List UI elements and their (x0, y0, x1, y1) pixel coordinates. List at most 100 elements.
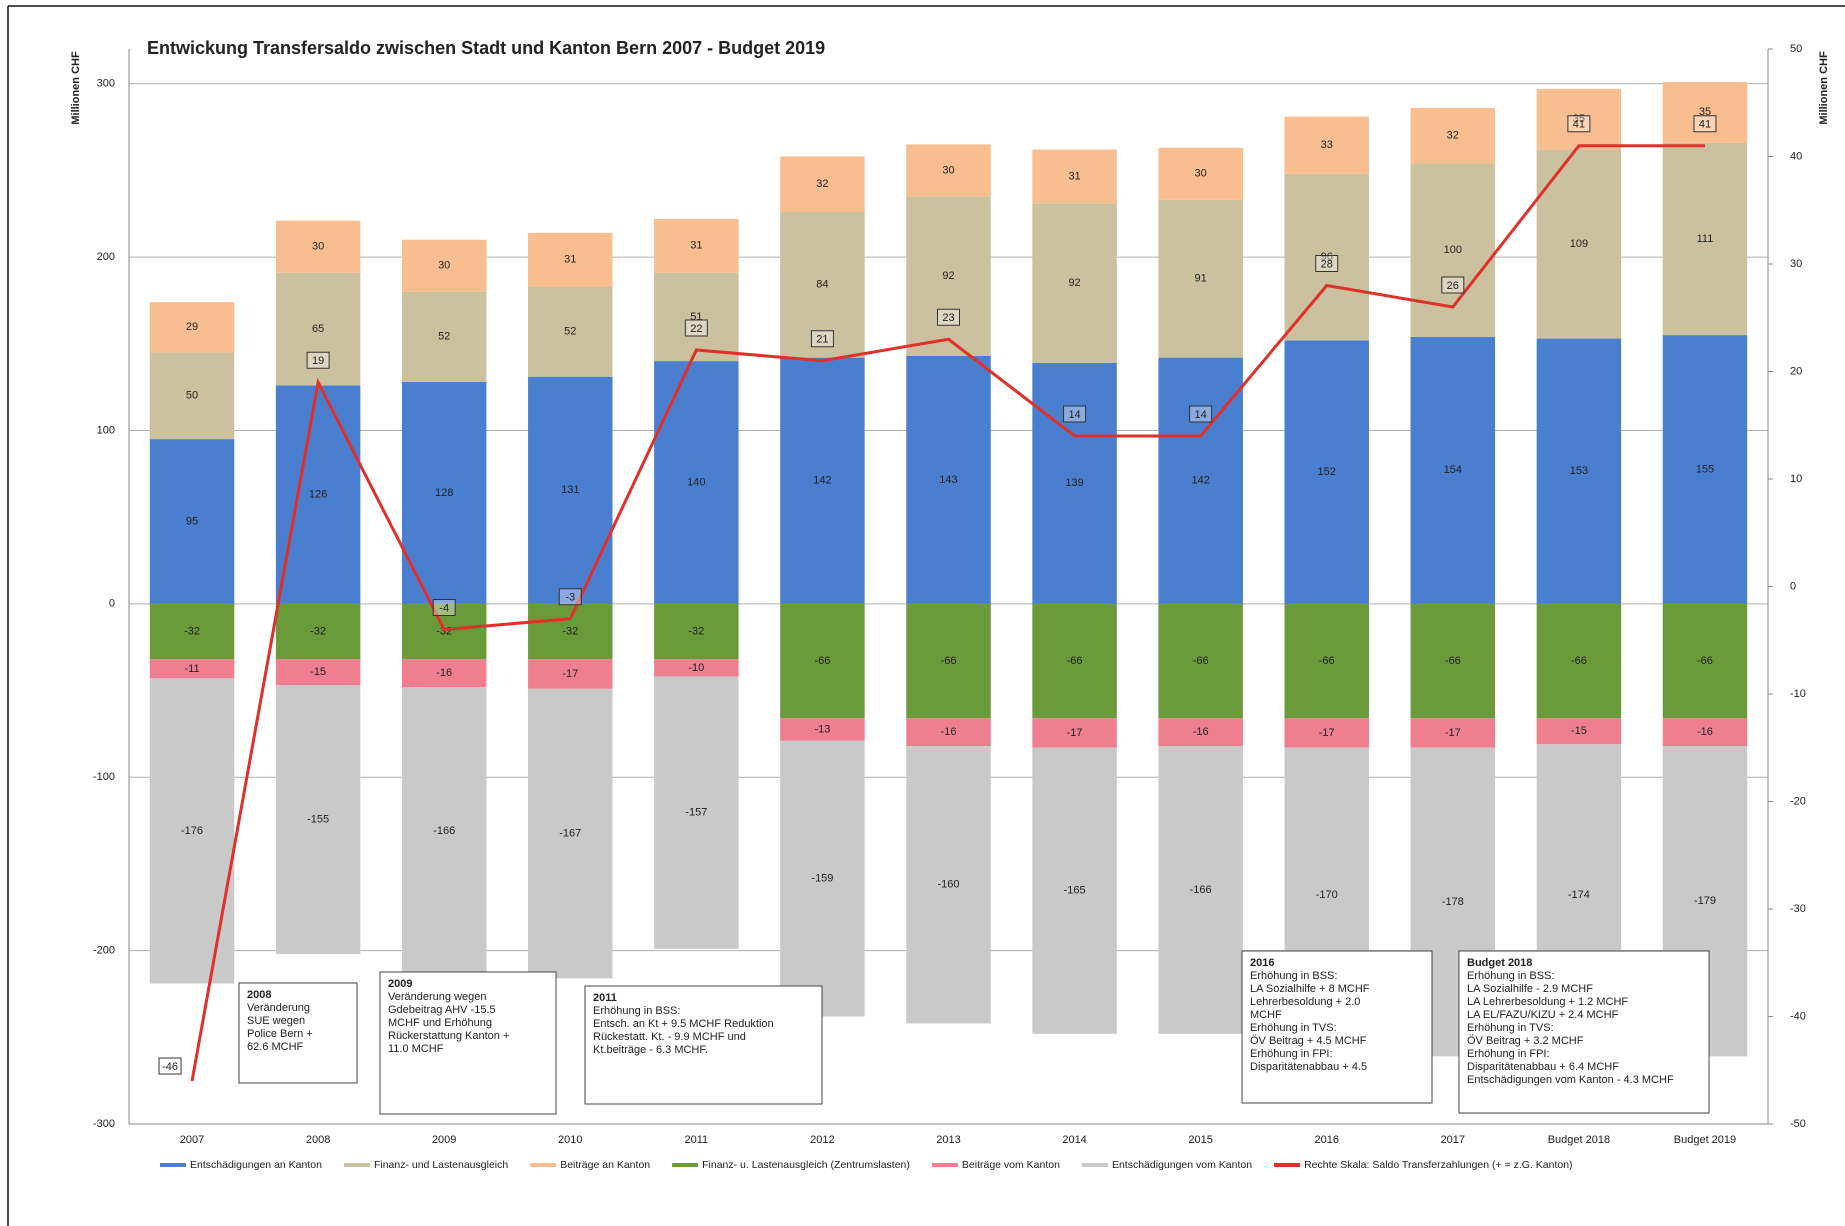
value-label: 131 (561, 484, 579, 496)
annotation-box (379, 971, 557, 1115)
bar-segment (401, 291, 487, 382)
line-label-box (1441, 276, 1465, 294)
line-label: 19 (306, 351, 330, 369)
bar-segment (1032, 747, 1117, 1034)
bar-segment (528, 688, 613, 979)
value-label: 92 (942, 270, 954, 282)
line-label: 41 (1567, 115, 1591, 133)
y2-tick-label: 50 (1790, 43, 1802, 55)
value-label: -159 (811, 873, 833, 885)
value-label: -66 (941, 655, 957, 667)
line-label: 14 (1189, 405, 1213, 423)
value-label: -66 (814, 655, 830, 667)
value-label: 91 (1195, 273, 1207, 285)
bar-segment (275, 272, 361, 386)
value-label: 29 (186, 321, 198, 333)
y2-tick-label: 30 (1790, 258, 1802, 270)
bar-segment (1662, 142, 1748, 336)
value-label: 30 (1195, 168, 1207, 180)
value-label: 50 (186, 390, 198, 402)
bar-segment (654, 218, 739, 273)
bar-segment (275, 659, 361, 686)
bar-segment (1662, 335, 1748, 604)
bar-segment (1032, 149, 1117, 204)
value-label: -66 (1445, 655, 1461, 667)
saldo-line (190, 144, 1705, 1082)
bar-segment (906, 746, 991, 1024)
annotation-line: MCHF (1250, 1009, 1282, 1021)
value-label: 32 (1447, 130, 1459, 142)
x-tick-label: 2012 (810, 1134, 834, 1146)
bar-segment (1158, 603, 1243, 719)
annotation-title: 2008 (247, 989, 271, 1001)
line-label-box (1693, 115, 1717, 133)
y2-tick-label: 0 (1790, 580, 1796, 592)
annotation-title: 2016 (1250, 957, 1274, 969)
value-label: 92 (1068, 277, 1080, 289)
bar-segment (1662, 603, 1748, 719)
value-label: -66 (1067, 655, 1083, 667)
line-label: 41 (1693, 115, 1717, 133)
value-label: 30 (312, 241, 324, 253)
y2-tick-label: -50 (1790, 1118, 1806, 1130)
bar-segment (275, 385, 361, 604)
y2-tick-label: 20 (1790, 365, 1802, 377)
annotation-line: Police Bern + (247, 1028, 313, 1040)
x-tick-label: 2015 (1188, 1134, 1212, 1146)
x-tick-label: 2008 (306, 1134, 330, 1146)
value-label: -15 (1571, 725, 1587, 737)
line-label: -4 (432, 599, 456, 616)
line-label: -3 (558, 588, 582, 606)
value-label: 142 (1191, 475, 1209, 487)
value-label: -167 (559, 827, 581, 839)
line-label-text: 28 (1321, 258, 1333, 270)
line-label: 26 (1441, 276, 1465, 294)
annotation-line: 62.6 MCHF (247, 1041, 304, 1053)
annotation-line: Erhöhung in FPI: (1250, 1048, 1333, 1060)
y-tick-label: -200 (93, 945, 115, 957)
bar-segment (149, 659, 235, 679)
bar-segment (906, 603, 991, 719)
annotation-line: LA EL/FAZU/KIZU + 2.4 MCHF (1467, 1009, 1619, 1021)
bar-segment (401, 659, 487, 688)
bar-segment (1284, 173, 1369, 341)
value-label: 35 (1699, 106, 1711, 118)
bar-segment (528, 376, 613, 604)
value-label: 128 (435, 487, 453, 499)
line-label-text: 14 (1068, 409, 1080, 421)
value-label: 142 (813, 475, 831, 487)
bar-segment (654, 659, 739, 677)
annotation-line: Entschädigungen vom Kanton - 4.3 MCHF (1467, 1074, 1674, 1086)
bar-segment (906, 718, 991, 747)
bar-segment (528, 286, 613, 377)
bar-segment (1536, 88, 1622, 150)
x-tick-label: 2011 (685, 1134, 709, 1146)
value-label: -66 (1697, 655, 1713, 667)
annotation-title: 2009 (388, 978, 412, 990)
value-label: -66 (1193, 655, 1209, 667)
y-tick-label: 100 (97, 424, 115, 436)
value-label: -17 (1445, 727, 1461, 739)
line-label-text: 21 (816, 334, 828, 346)
value-label: 153 (1570, 465, 1588, 477)
annotation-line: 11.0 MCHF (388, 1043, 444, 1055)
line-label-box (810, 330, 834, 348)
value-label: 31 (564, 254, 576, 266)
line-label: 21 (810, 330, 834, 348)
annotation-line: ÖV Beitrag + 4.5 MCHF (1250, 1035, 1367, 1047)
value-label: 30 (942, 164, 954, 176)
value-label: -166 (433, 825, 455, 837)
bar-segment (401, 603, 487, 660)
value-label: 139 (1065, 477, 1083, 489)
annotation-line: Rückestatt. Kt. - 9.9 MCHF und (593, 1031, 746, 1043)
line-label-box (1063, 405, 1087, 423)
line-label: 23 (937, 308, 960, 326)
value-label: 32 (816, 178, 828, 190)
line-label-box (306, 351, 330, 369)
line-label-box (1567, 115, 1591, 133)
bar-segment (149, 302, 235, 353)
value-label: 109 (1570, 238, 1588, 250)
value-label: -66 (1571, 655, 1587, 667)
x-tick-label: 2014 (1062, 1134, 1086, 1146)
y2-axis-label: Millionen CHF (1818, 51, 1830, 125)
